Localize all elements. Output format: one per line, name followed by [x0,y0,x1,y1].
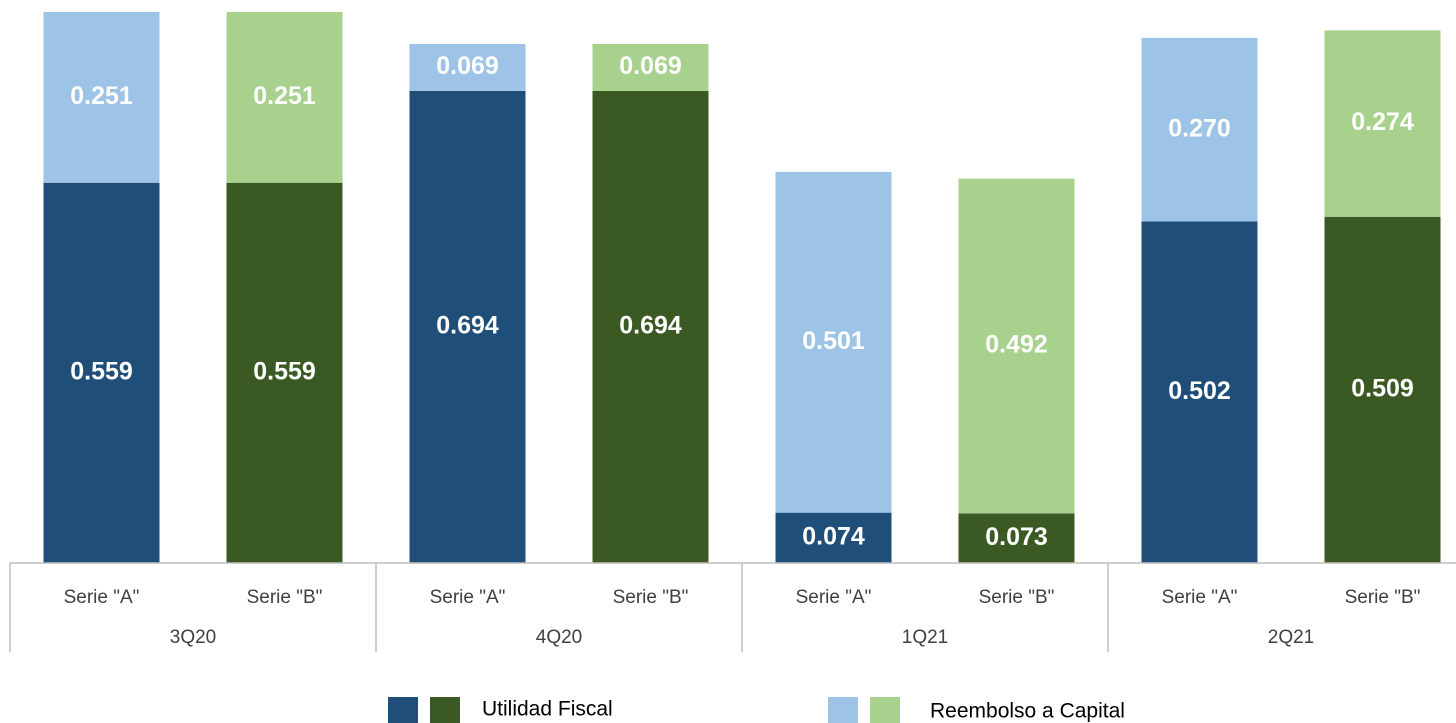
group-label: 3Q20 [170,627,216,648]
legend-swatch [828,697,858,723]
data-label: 0.074 [802,522,865,550]
bar-segment [775,512,892,563]
data-label: 0.502 [1168,377,1231,405]
x-tick-label: Serie "A" [796,587,872,608]
bar-segment [1324,216,1441,563]
data-label: 0.251 [253,82,316,110]
x-tick-label: Serie "A" [430,587,506,608]
bar-segment [226,12,343,183]
x-tick-label: Serie "B" [979,587,1055,608]
legend-swatch [388,697,418,723]
bar-segment [958,178,1075,514]
bar-segment [226,182,343,563]
data-label: 0.274 [1351,108,1414,136]
data-label: 0.073 [985,523,1048,551]
bar-segment [592,43,709,91]
bar-segment [775,171,892,513]
bar-segment [43,182,160,563]
group-label: 1Q21 [902,627,948,648]
data-label: 0.492 [985,331,1048,359]
data-label: 0.694 [619,312,682,340]
data-label: 0.694 [436,312,499,340]
bar-segment [1141,221,1258,563]
x-tick-label: Serie "B" [247,587,323,608]
legend-swatch [430,697,460,723]
bar-segment [1141,37,1258,222]
bar-segment [43,12,160,183]
data-label: 0.069 [436,52,499,80]
group-label: 2Q21 [1268,627,1314,648]
x-tick-label: Serie "B" [1345,587,1421,608]
data-label: 0.509 [1351,374,1414,402]
legend-label: Reembolso a Capital [930,700,1125,723]
bar-segment [592,90,709,564]
legend-label: Utilidad Fiscal [482,698,613,721]
data-label: 0.069 [619,52,682,80]
x-tick-label: Serie "A" [1162,587,1238,608]
data-label: 0.270 [1168,114,1231,142]
x-tick-label: Serie "A" [64,587,140,608]
data-label: 0.251 [70,82,133,110]
data-label: 0.501 [802,327,865,355]
bar-segment [409,90,526,564]
bar-segment [958,513,1075,563]
data-label: 0.559 [253,357,316,385]
bar-segment [409,43,526,91]
group-label: 4Q20 [536,627,582,648]
data-label: 0.559 [70,357,133,385]
x-tick-label: Serie "B" [613,587,689,608]
bar-segment [1324,30,1441,217]
legend-swatch [870,697,900,723]
